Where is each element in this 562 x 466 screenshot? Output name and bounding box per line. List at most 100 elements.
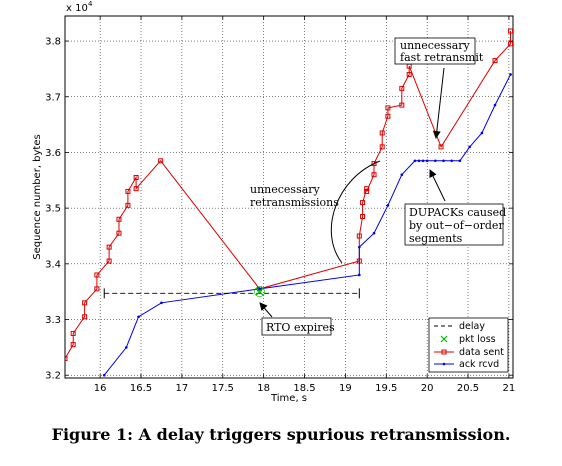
axis-ticks: 16 16.5 17 17.5 18 18.5 19 19.5 20 20.5 21 3.2 3.3 3.…: [45, 16, 515, 394]
annotation-curve-retransmissions: [330, 160, 381, 264]
legend-swatch-pkt-loss: [440, 335, 448, 343]
data-point-data-sent: [133, 186, 139, 192]
data-point-data-sent: [82, 314, 88, 320]
annotation-box-dupacks: [404, 203, 504, 246]
data-point-data-sent: [94, 286, 100, 292]
data-point-ack-rcvd: [413, 159, 417, 163]
x-tick-label: 20: [421, 383, 434, 394]
data-point-data-sent: [106, 244, 112, 250]
annotation-dupacks-line2: by out−of−order: [409, 219, 504, 232]
legend: delay pkt loss data sent ack rcvd: [428, 317, 509, 373]
series-line-ack-rcvd: [103, 74, 511, 376]
y-tick-label: 3.3: [45, 315, 61, 326]
data-point-data-sent: [508, 28, 513, 34]
series-pkt-loss: [254, 286, 265, 297]
data-point-data-sent: [116, 216, 122, 222]
grid: [65, 16, 513, 378]
data-point-data-sent: [82, 300, 88, 306]
data-point-ack-rcvd: [425, 159, 429, 163]
data-point-ack-rcvd: [493, 103, 497, 107]
legend-label-delay: delay: [459, 321, 485, 332]
data-point-data-sent: [356, 233, 362, 239]
x-axis-label: Time, s: [270, 393, 307, 404]
y-tick-label: 3.2: [45, 371, 61, 382]
legend-label-pkt-loss: pkt loss: [459, 334, 496, 345]
annotation-dupacks-line1: DUPACKs caused: [409, 206, 506, 219]
data-point-data-sent: [364, 188, 370, 194]
data-point-ack-rcvd: [417, 159, 421, 163]
annotation-rto-text: RTO expires: [266, 321, 335, 334]
annotation-arrow-dupacks: [429, 169, 446, 202]
data-point-ack-rcvd: [372, 231, 376, 235]
y-tick-label: 3.6: [45, 148, 61, 159]
data-point-data-sent: [65, 356, 68, 362]
data-point-data-sent: [379, 144, 385, 150]
legend-label-data-sent: data sent: [459, 347, 504, 358]
data-point-ack-rcvd: [434, 159, 437, 163]
plot-area: [64, 15, 514, 379]
legend-label-ack-rcvd: ack rcvd: [459, 359, 499, 370]
data-point-ack-rcvd: [160, 301, 163, 305]
data-point-data-sent: [125, 188, 131, 194]
data-point-ack-rcvd: [125, 346, 128, 349]
x-tick-label: 21: [503, 383, 516, 394]
data-point-ack-rcvd: [358, 273, 361, 277]
annotation-arrow-rto: [259, 302, 273, 318]
x-tick-label: 20.5: [457, 383, 479, 394]
annotation-retransmissions-line1: unnecessary: [250, 183, 321, 196]
data-point-ack-rcvd: [509, 73, 512, 76]
data-point-ack-rcvd: [468, 145, 471, 149]
data-point-data-sent: [385, 105, 391, 111]
data-point-ack-rcvd: [386, 204, 390, 207]
annotation-box-fast-retransmit: [394, 37, 476, 65]
legend-marker-ack-rcvd: [442, 362, 446, 366]
x-tick-label: 16.5: [130, 383, 152, 394]
data-point-ack-rcvd: [442, 159, 445, 163]
data-point-data-sent: [94, 272, 100, 278]
data-point-data-sent: [70, 330, 76, 336]
data-point-data-sent: [70, 342, 76, 348]
figure-caption: Figure 1: A delay triggers spurious retr…: [51, 425, 511, 444]
data-point-data-sent: [125, 202, 131, 208]
data-point-data-sent: [360, 213, 366, 219]
y-tick-label: 3.8: [45, 37, 61, 48]
data-point-data-sent: [371, 172, 377, 178]
annotation-dupacks-line3: segments: [409, 232, 463, 245]
x-tick-label: 19.5: [375, 383, 397, 394]
x-tick-label: 17.5: [212, 383, 234, 394]
data-point-data-sent: [158, 158, 164, 164]
data-point-ack-rcvd: [258, 287, 261, 291]
legend-marker-data-sent: [441, 349, 447, 355]
series-layer: [65, 28, 513, 377]
data-point-data-sent: [379, 130, 385, 136]
data-point-data-sent: [385, 113, 391, 119]
data-point-data-sent: [106, 258, 112, 264]
data-point-data-sent: [116, 230, 122, 236]
data-point-data-sent: [360, 200, 366, 206]
data-point-data-sent: [492, 58, 498, 64]
data-point-ack-rcvd: [480, 131, 484, 135]
data-point-data-sent: [438, 144, 444, 150]
data-point-data-sent: [399, 102, 405, 108]
y-tick-label: 3.5: [45, 204, 61, 215]
annotation-box-rto: [261, 317, 332, 336]
data-point-data-sent: [406, 71, 412, 77]
x-tick-label: 18: [257, 383, 270, 394]
series-line-data-sent: [65, 31, 511, 359]
x-tick-label: 19: [339, 383, 352, 394]
y-tick-label: 3.7: [45, 92, 61, 103]
data-point-ack-rcvd: [450, 159, 453, 163]
annotation-arrow-fast-retransmit: [432, 67, 445, 139]
annotation-fast-retransmit-line2: fast retransmit: [400, 51, 484, 64]
annotation-fast-retransmit-line1: unnecessary: [400, 39, 471, 52]
data-point-data-sent: [508, 41, 513, 47]
data-point-ack-rcvd: [358, 245, 361, 249]
data-point-ack-rcvd: [458, 159, 462, 163]
data-point-ack-rcvd: [421, 159, 425, 163]
data-point-data-sent: [364, 186, 370, 192]
y-tick-label: 3.4: [45, 259, 61, 270]
chart-figure: 16 16.5 17 17.5 18 18.5 19 19.5 20 20.5 21 3.2 3.3 3.…: [32, 0, 515, 404]
y-multiplier: x 10: [66, 3, 88, 14]
annotation-retransmissions-line2: retransmissions: [250, 196, 339, 209]
data-point-data-sent: [371, 161, 377, 167]
